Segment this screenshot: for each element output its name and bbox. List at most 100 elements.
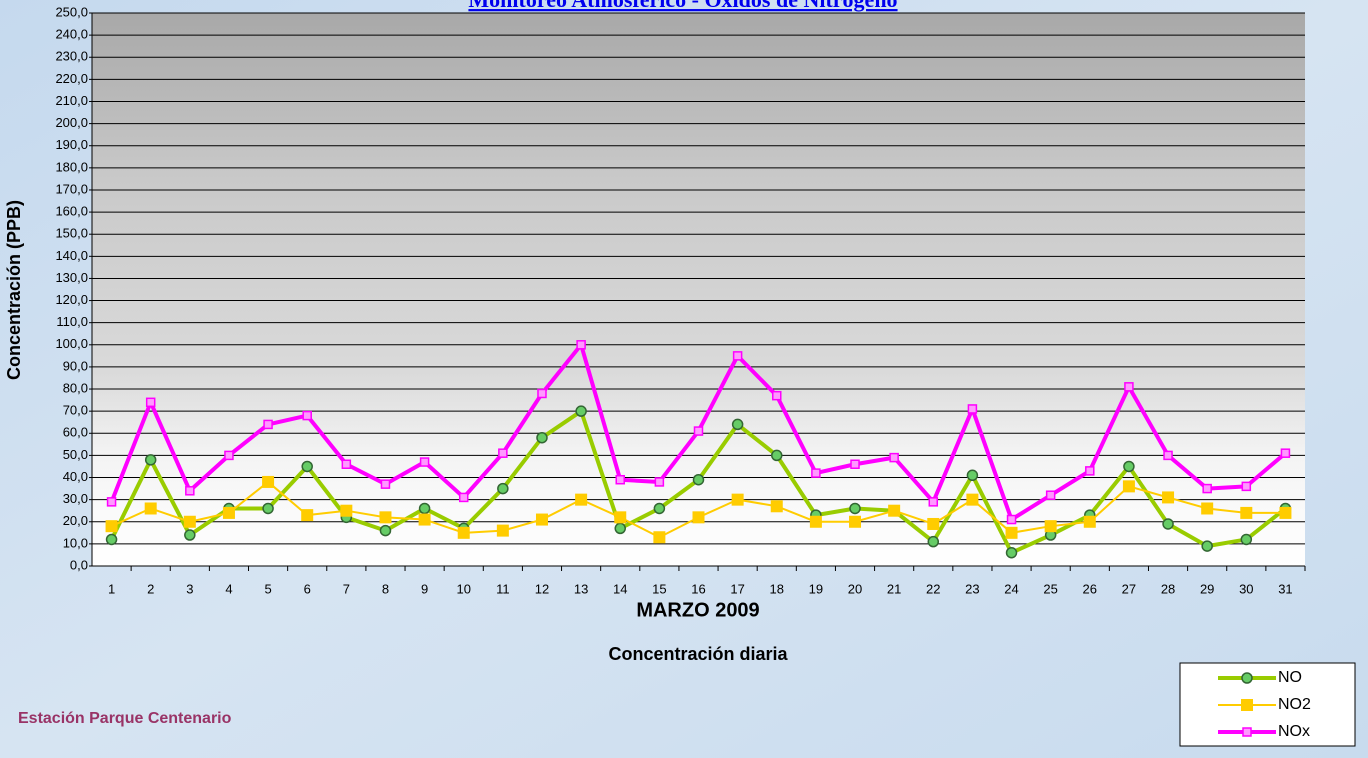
data-point	[929, 498, 937, 506]
data-point	[498, 484, 508, 494]
data-point	[734, 352, 742, 360]
data-point	[577, 341, 585, 349]
data-point	[653, 531, 665, 543]
data-point	[342, 460, 350, 468]
data-point	[1086, 467, 1094, 475]
x-tick-label: 12	[535, 581, 549, 596]
x-tick-label: 10	[456, 581, 470, 596]
data-point	[1047, 491, 1055, 499]
y-tick-label: 180,0	[55, 159, 88, 174]
chart-title: Monitoreo Atmosférico - Óxidos de Nitróg…	[468, 0, 897, 12]
legend-label: NO2	[1278, 696, 1311, 713]
x-tick-label: 22	[926, 581, 940, 596]
data-point	[108, 498, 116, 506]
data-point	[340, 505, 352, 517]
data-point	[654, 503, 664, 513]
data-point	[264, 420, 272, 428]
x-axis-label: MARZO 2009	[636, 599, 759, 621]
data-point	[379, 511, 391, 523]
data-point	[184, 516, 196, 528]
data-point	[927, 518, 939, 530]
data-point	[1163, 519, 1173, 529]
x-tick-label: 20	[848, 581, 862, 596]
data-point	[302, 461, 312, 471]
data-point	[810, 516, 822, 528]
data-point	[1045, 520, 1057, 532]
x-tick-label: 16	[691, 581, 705, 596]
x-tick-label: 3	[186, 581, 193, 596]
y-tick-label: 160,0	[55, 204, 88, 219]
y-tick-label: 150,0	[55, 226, 88, 241]
x-tick-label: 6	[304, 581, 311, 596]
y-tick-label: 230,0	[55, 49, 88, 64]
data-point	[186, 487, 194, 495]
y-tick-label: 220,0	[55, 71, 88, 86]
data-point	[303, 412, 311, 420]
subtitle: Concentración diaria	[608, 644, 788, 664]
data-point	[773, 392, 781, 400]
y-tick-label: 240,0	[55, 27, 88, 42]
data-point	[614, 511, 626, 523]
data-point	[497, 525, 509, 537]
x-tick-label: 4	[225, 581, 232, 596]
x-tick-label: 9	[421, 581, 428, 596]
data-point	[890, 454, 898, 462]
data-point	[262, 476, 274, 488]
data-point	[771, 500, 783, 512]
x-tick-label: 11	[496, 581, 510, 596]
data-point	[616, 476, 624, 484]
data-point	[460, 493, 468, 501]
data-point	[733, 419, 743, 429]
y-tick-label: 0,0	[70, 557, 88, 572]
y-tick-label: 80,0	[63, 380, 88, 395]
data-point	[421, 458, 429, 466]
data-point	[850, 503, 860, 513]
x-tick-label: 29	[1200, 581, 1214, 596]
data-point	[968, 405, 976, 413]
y-tick-label: 50,0	[63, 447, 88, 462]
legend-label: NO	[1278, 669, 1302, 686]
y-tick-label: 40,0	[63, 469, 88, 484]
chart: Monitoreo Atmosférico - Óxidos de Nitróg…	[0, 0, 1368, 758]
data-point	[420, 503, 430, 513]
data-point	[1125, 383, 1133, 391]
y-tick-label: 70,0	[63, 403, 88, 418]
data-point	[1007, 548, 1017, 558]
x-tick-label: 30	[1239, 581, 1253, 596]
data-point	[1008, 516, 1016, 524]
y-tick-label: 190,0	[55, 137, 88, 152]
data-point	[380, 526, 390, 536]
data-point	[1123, 480, 1135, 492]
data-point	[106, 520, 118, 532]
y-tick-label: 120,0	[55, 292, 88, 307]
station-label: Estación Parque Centenario	[18, 710, 232, 727]
data-point	[147, 398, 155, 406]
x-tick-label: 24	[1004, 581, 1018, 596]
data-point	[1006, 527, 1018, 539]
y-tick-label: 100,0	[55, 336, 88, 351]
x-tick-label: 14	[613, 581, 627, 596]
y-tick-label: 250,0	[55, 4, 88, 19]
data-point	[694, 475, 704, 485]
data-point	[615, 523, 625, 533]
y-axis-label: Concentración (PPB)	[4, 200, 24, 380]
data-point	[223, 507, 235, 519]
legend-marker	[1241, 699, 1253, 711]
data-point	[967, 470, 977, 480]
x-tick-label: 25	[1043, 581, 1057, 596]
data-point	[693, 511, 705, 523]
page: Monitoreo Atmosférico - Óxidos de Nitróg…	[0, 0, 1368, 758]
data-point	[1084, 516, 1096, 528]
y-tick-label: 20,0	[63, 513, 88, 528]
x-tick-label: 8	[382, 581, 389, 596]
data-point	[146, 455, 156, 465]
data-point	[772, 450, 782, 460]
data-point	[537, 433, 547, 443]
data-point	[301, 509, 313, 521]
data-point	[499, 449, 507, 457]
data-point	[1240, 507, 1252, 519]
x-tick-label: 21	[887, 581, 901, 596]
x-tick-label: 15	[652, 581, 666, 596]
data-point	[1281, 449, 1289, 457]
data-point	[185, 530, 195, 540]
